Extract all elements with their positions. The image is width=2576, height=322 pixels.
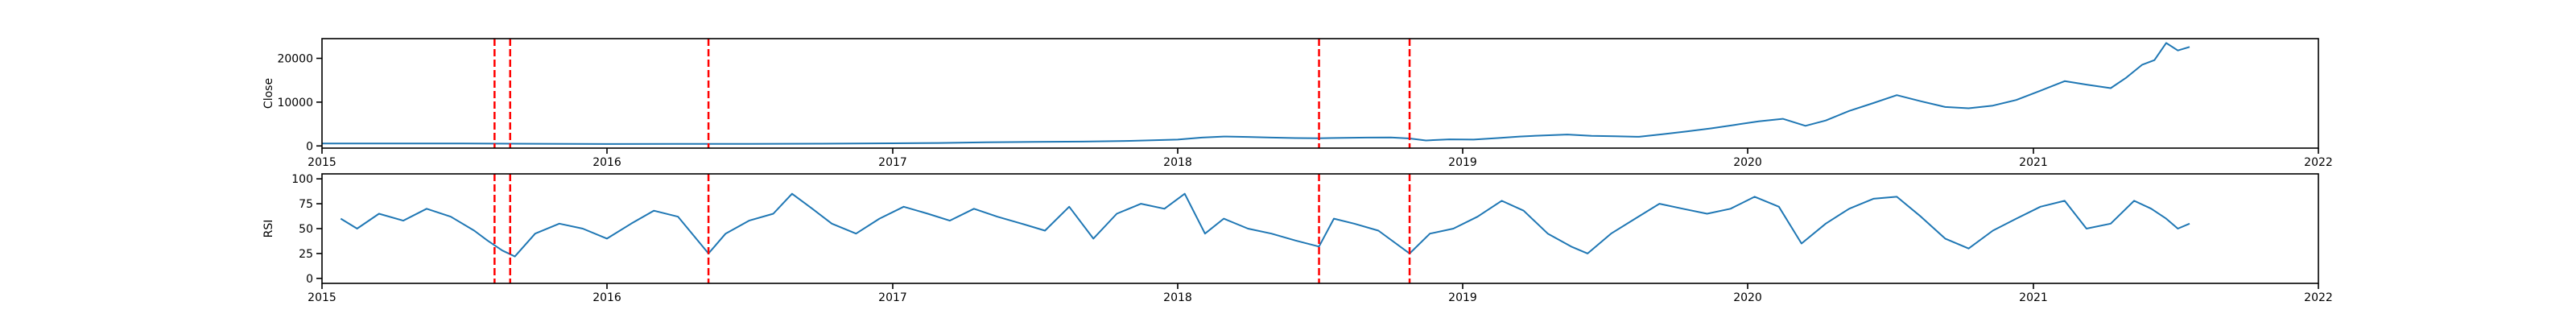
rsi-ytick-label: 0: [306, 273, 313, 286]
close-xtick-label: 2021: [2019, 156, 2048, 169]
close-ytick-label: 0: [306, 140, 313, 153]
rsi-xtick-label: 2022: [2304, 291, 2333, 304]
rsi-xtick-label: 2016: [592, 291, 621, 304]
rsi-xtick-label: 2019: [1448, 291, 1477, 304]
close-xtick-label: 2019: [1448, 156, 1477, 169]
close-axes: 2015 2016 2017 2018 2019 2020 2021 2022 0 10000 20…: [262, 38, 2333, 169]
close-ylabel: Close: [262, 78, 275, 109]
rsi-ytick-label: 25: [299, 248, 313, 261]
rsi-ylabel: RSI: [262, 220, 275, 238]
close-xtick-label: 2018: [1163, 156, 1192, 169]
close-ytick-label: 20000: [277, 52, 313, 65]
rsi-xtick-label: 2017: [878, 291, 907, 304]
close-axes-frame: [321, 38, 2319, 149]
close-xtick-label: 2017: [878, 156, 907, 169]
rsi-axes: 2015 2016 2017 2018 2019 2020 2021 2022 0 25 50 75 1…: [262, 173, 2333, 304]
rsi-xtick-label: 2018: [1163, 291, 1192, 304]
rsi-ytick-label: 50: [299, 223, 313, 236]
rsi-xtick-label: 2020: [1733, 291, 1762, 304]
close-series-line: [321, 42, 2190, 145]
rsi-xtick-label: 2015: [308, 291, 336, 304]
rsi-ytick-label: 100: [291, 173, 313, 186]
rsi-ytick-label: 75: [299, 198, 313, 211]
close-xtick-label: 2020: [1733, 156, 1762, 169]
rsi-series-line: [340, 192, 2190, 258]
close-xtick-label: 2016: [592, 156, 621, 169]
close-ytick-label: 10000: [277, 97, 313, 109]
close-xtick-label: 2022: [2304, 156, 2333, 169]
rsi-xtick-label: 2021: [2019, 291, 2048, 304]
close-xtick-label: 2015: [308, 156, 336, 169]
